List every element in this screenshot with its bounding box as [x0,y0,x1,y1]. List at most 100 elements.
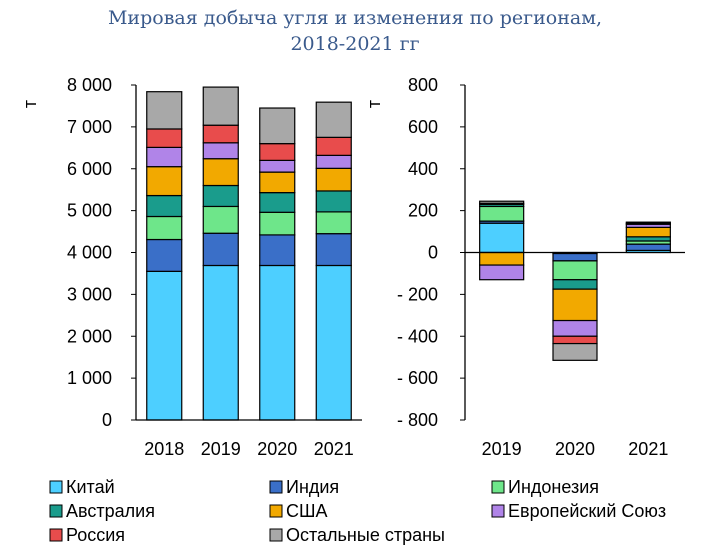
change-bar-2020-остальные-страны [552,342,598,361]
production-bar-2021-россия [315,136,352,156]
production-bar-2019-индонезия [202,205,239,234]
production-bar-2019-остальные-страны [202,86,239,126]
change-bar-2019-европейский-союз [479,264,525,281]
change-bar-2020-индонезия [552,260,598,281]
change-ytick-label: - 200 [397,284,438,304]
change-ytick-label: 600 [408,117,438,137]
production-bar-2020-индия [259,234,296,267]
production-ylabel: т [20,100,40,108]
production-bar-2018-россия [146,128,183,148]
production-bar-2020-индонезия [259,211,296,236]
legend-item-сша: США [269,501,328,521]
change-ytick-label: 200 [408,201,438,221]
production-xtick-label: 2020 [257,439,297,459]
legend-item-китай: Китай [49,477,115,497]
legend-item-остальные-страны: Остальные страны [269,525,445,545]
production-bar-2018-австралия [146,194,183,218]
change-ytick-label: - 400 [397,326,438,346]
change-bar-2020-россия [552,335,598,345]
production-xtick-label: 2021 [314,439,354,459]
production-bar-2018-индонезия [146,215,183,241]
production-ytick-label: 0 [102,410,112,430]
production-ytick-label: 5 000 [67,201,112,221]
legend-label: Индия [286,477,339,497]
change-bar-2019-сша [479,251,525,266]
legend-swatch [491,504,505,518]
change-ytick-label: - 600 [397,368,438,388]
legend-item-индонезия: Индонезия [491,477,599,497]
change-bar-2021-индия [625,243,671,252]
production-bar-2018-сша [146,166,183,197]
change-bar-2019-китай [479,222,525,254]
production-bar-2020-остальные-страны [259,107,296,145]
legend-item-индия: Индия [269,477,339,497]
legend: Китай Индия Индонезия Австралия США Европейск… [49,477,666,545]
production-ytick-label: 6 000 [67,159,112,179]
change-bar-2020-сша [552,288,598,322]
legend-label: Остальные страны [286,525,445,545]
change-bar-2021-австралия [625,236,671,242]
change-bar-2021-сша [625,226,671,238]
change-bar-2020-европейский-союз [552,319,598,337]
chart-title-line-2: 2018-2021 гг [290,33,419,55]
change-panel: - 800 - 600 - 400 - 200 0 200 400 600 800 т 2019 20… [364,75,685,459]
production-ytick-label: 4 000 [67,243,112,263]
change-ytick-label: 0 [428,243,438,263]
legend-label: Индонезия [508,477,599,497]
production-bar-2021-остальные-страны [315,101,352,138]
change-xtick-label: 2021 [628,439,668,459]
legend-swatch [49,504,63,518]
change-bar-2019-индонезия [479,205,525,222]
production-bar-2021-австралия [315,190,352,213]
production-bar-2020-китай [259,264,296,421]
change-ylabel: т [364,100,384,108]
legend-swatch [49,528,63,542]
production-ytick-label: 8 000 [67,75,112,95]
production-bar-2020-россия [259,143,296,161]
change-bar-2019-остальные-страны [479,200,525,204]
production-ytick-label: 7 000 [67,117,112,137]
production-bar-2021-европейский-союз [315,154,352,169]
production-xtick-label: 2018 [144,439,184,459]
change-bar-2020-австралия [552,279,598,290]
legend-label: Китай [66,477,115,497]
legend-label: Австралия [66,501,155,521]
production-ytick-label: 3 000 [67,284,112,304]
change-ytick-label: 800 [408,75,438,95]
production-xtick-label: 2019 [201,439,241,459]
production-bar-2020-европейский-союз [259,159,296,173]
legend-swatch [269,480,283,494]
legend-item-европейский-союз: Европейский Союз [491,501,666,521]
production-bar-2019-австралия [202,184,239,208]
production-bar-2018-индия [146,238,183,272]
legend-label: Европейский Союз [508,501,666,521]
production-bar-2021-китай [315,264,352,421]
production-bar-2019-китай [202,264,239,421]
legend-item-австралия: Австралия [49,501,155,521]
production-panel: 0 1 000 2 000 3 000 4 000 5 000 6 000 7 000 8 00… [20,75,362,459]
production-bar-2021-сша [315,167,352,192]
change-bar-2020-индия [552,252,598,262]
production-bar-2019-сша [202,158,239,187]
production-bar-2018-остальные-страны [146,91,183,130]
production-bar-2021-индия [315,233,352,267]
production-bar-2019-индия [202,232,239,267]
production-bar-2021-индонезия [315,211,352,235]
change-ytick-label: 400 [408,159,438,179]
legend-swatch [269,504,283,518]
change-bar-2021-остальные-страны [625,221,671,224]
legend-swatch [49,480,63,494]
production-bar-2018-китай [146,270,183,421]
production-bar-2020-австралия [259,192,296,213]
production-ytick-label: 1 000 [67,368,112,388]
legend-label: США [286,501,328,521]
production-ytick-label: 2 000 [67,326,112,346]
legend-item-россия: Россия [49,525,125,545]
production-bar-2019-европейский-союз [202,142,239,160]
legend-swatch [269,528,283,542]
chart-title-line-1: Мировая добыча угля и изменения по регио… [108,7,602,29]
legend-label: Россия [66,525,125,545]
production-bar-2020-сша [259,171,296,194]
change-xtick-label: 2020 [555,439,595,459]
